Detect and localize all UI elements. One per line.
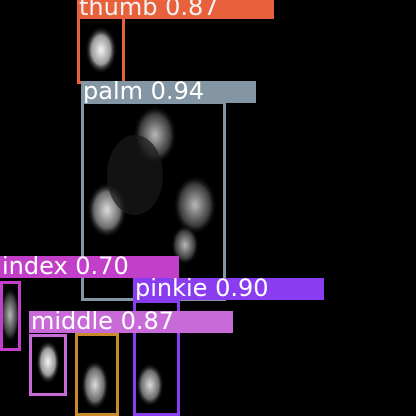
pinkie-box xyxy=(133,300,180,416)
index-blob xyxy=(0,287,20,343)
finger-blob xyxy=(81,360,109,410)
middle-label: middle 0.87 xyxy=(29,311,233,333)
pinkie-blob xyxy=(136,363,164,407)
pinkie-label: pinkie 0.90 xyxy=(133,278,324,300)
thumb-blob xyxy=(85,26,117,74)
index-label: index 0.70 xyxy=(0,256,179,278)
palm-blob-4 xyxy=(171,225,199,265)
middle-box xyxy=(29,334,67,396)
finger-box xyxy=(75,333,119,416)
thumb-label: thumb 0.87 xyxy=(77,0,274,19)
thumb-box xyxy=(77,16,125,84)
palm-label: palm 0.94 xyxy=(81,81,256,103)
middle-blob xyxy=(36,340,60,384)
palm-blob-5 xyxy=(107,135,163,215)
index-box xyxy=(0,281,21,351)
palm-blob-3 xyxy=(173,175,217,235)
